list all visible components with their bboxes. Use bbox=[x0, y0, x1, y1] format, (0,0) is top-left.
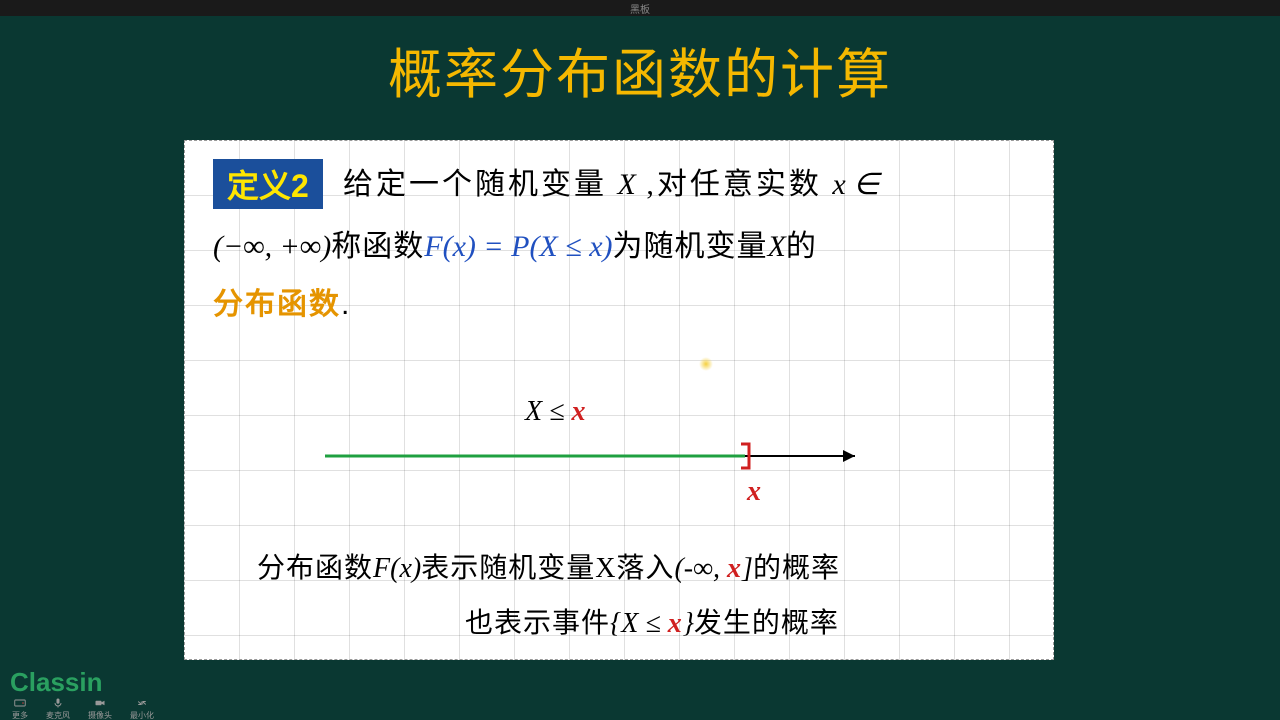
definition-line-1: 给定一个随机变量 X ,对任意实数 x ∈ bbox=[343, 159, 879, 203]
label: 麦克风 bbox=[46, 710, 70, 720]
x: x bbox=[727, 553, 742, 584]
camera-icon bbox=[94, 697, 106, 709]
text: 发生的概率 bbox=[694, 608, 839, 639]
bottom-toolbar: 更多 麦克风 摄像头 最小化 bbox=[0, 698, 154, 720]
minimize-button[interactable]: 最小化 bbox=[130, 697, 154, 720]
microphone-button[interactable]: 麦克风 bbox=[46, 697, 70, 720]
microphone-icon bbox=[52, 697, 64, 709]
text: 也表示事件 bbox=[465, 608, 610, 639]
formula-Fx: F(x) = P(X ≤ x) bbox=[424, 230, 612, 263]
text: 分布函数 bbox=[257, 553, 373, 584]
more-button[interactable]: 更多 bbox=[12, 697, 28, 720]
label: 摄像头 bbox=[88, 710, 112, 720]
event-pre: X ≤ bbox=[621, 608, 667, 639]
event-pre: X ≤ bbox=[525, 396, 571, 427]
var-X: X bbox=[768, 230, 786, 263]
classin-logo: Classin bbox=[10, 667, 103, 698]
explanation-line-2: 也表示事件{X ≤ x}发生的概率 bbox=[465, 601, 839, 641]
slide-title-text: 概率分布函数的计算 bbox=[388, 45, 892, 105]
event-x: x bbox=[571, 396, 585, 427]
window-title-bar: 黑板 bbox=[0, 0, 1280, 16]
x: x bbox=[668, 608, 683, 639]
interval-open: (-∞, bbox=[674, 553, 727, 584]
label: 更多 bbox=[12, 710, 28, 720]
definition-badge: 定义2 bbox=[213, 159, 323, 209]
text: ,对任意实数 bbox=[646, 168, 822, 201]
camera-button[interactable]: 摄像头 bbox=[88, 697, 112, 720]
text: 表示随机变量X落入 bbox=[421, 553, 674, 584]
diagram-x-label: x bbox=[747, 476, 761, 508]
minimize-icon bbox=[136, 697, 148, 709]
content-panel: 定义2 给定一个随机变量 X ,对任意实数 x ∈ (−∞, +∞)称函数F(x… bbox=[184, 140, 1054, 660]
brace-open: { bbox=[610, 608, 621, 639]
text: 的 bbox=[786, 230, 817, 263]
definition-line-3: 分布函数. bbox=[213, 279, 349, 323]
var-X: X bbox=[618, 168, 636, 201]
definition-line-2: (−∞, +∞)称函数F(x) = P(X ≤ x)为随机变量X的 bbox=[213, 221, 817, 265]
keyword-distribution-function: 分布函数 bbox=[213, 288, 341, 321]
slide-title: 概率分布函数的计算 bbox=[0, 30, 1280, 109]
text: 的概率 bbox=[753, 553, 840, 584]
text: 称函数 bbox=[331, 230, 424, 263]
number-line-diagram bbox=[325, 441, 885, 471]
laser-pointer-icon bbox=[699, 357, 713, 371]
window-title: 黑板 bbox=[630, 5, 650, 16]
diagram-event-label: X ≤ x bbox=[525, 396, 585, 428]
interval-close: ] bbox=[742, 553, 753, 584]
arrow-head-icon bbox=[843, 450, 855, 462]
text: 给定一个随机变量 bbox=[343, 168, 607, 201]
var-x-in: x ∈ bbox=[832, 168, 879, 201]
Fx: F(x) bbox=[373, 553, 421, 584]
period: . bbox=[341, 288, 349, 321]
more-icon bbox=[14, 697, 26, 709]
interval: (−∞, +∞) bbox=[213, 230, 331, 263]
label: 最小化 bbox=[130, 710, 154, 720]
brace-close: } bbox=[683, 608, 694, 639]
explanation-line-1: 分布函数F(x)表示随机变量X落入(-∞, x]的概率 bbox=[257, 546, 840, 586]
text: 为随机变量 bbox=[613, 230, 768, 263]
